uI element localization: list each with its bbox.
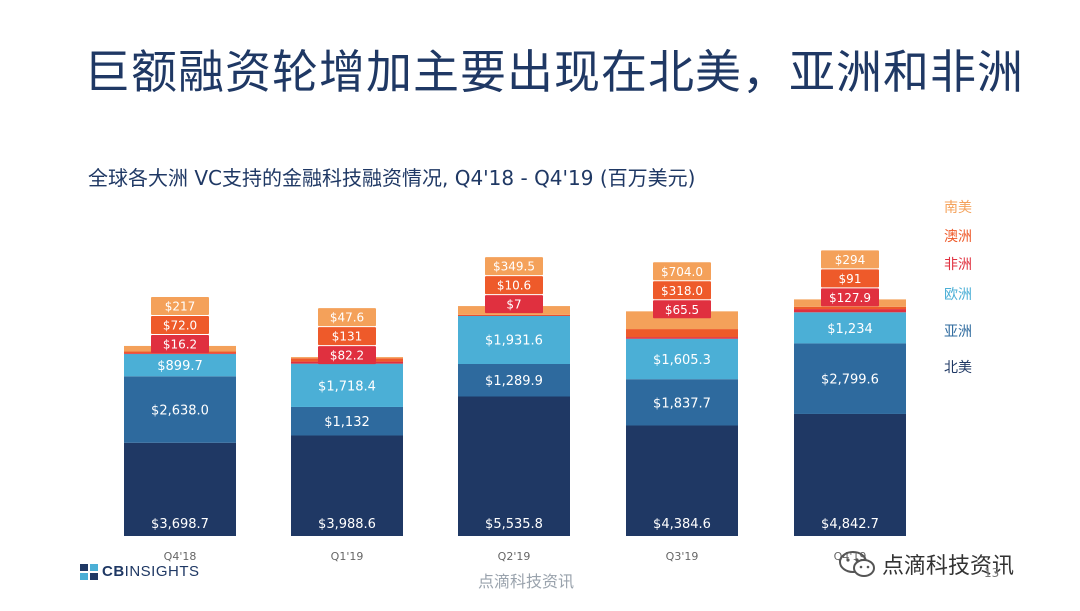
data-label-south-america-0: $217 [165,300,196,314]
bar-north-america-2 [458,396,570,536]
legend-entry-north-america: 北美 [944,360,972,376]
callout-box-africa-2 [485,295,543,314]
callout-box-south-america-3 [653,262,711,281]
callout-box-australia-4 [821,269,879,288]
bar-asia-0 [124,376,236,443]
bar-europe-4 [794,312,906,344]
x-tick-label-3: Q3'19 [666,550,699,563]
data-label-north-america-4: $4,842.7 [821,517,879,532]
bar-asia-2 [458,363,570,397]
data-label-europe-0: $899.7 [157,359,203,374]
bar-europe-0 [124,353,236,377]
data-label-asia-4: $2,799.6 [821,373,879,388]
data-label-north-america-1: $3,988.6 [318,517,376,532]
data-label-australia-0: $72.0 [163,319,197,333]
cbinsights-logo-text: CBINSIGHTS [102,563,200,580]
chart-title: 全球各大洲 VC支持的金融科技融资情况, Q4'18 - Q4'19 (百万美元… [88,166,696,190]
data-label-asia-0: $2,638.0 [151,404,209,419]
callout-box-australia-1 [318,327,376,346]
callout-box-australia-0 [151,316,209,334]
data-label-south-america-2: $349.5 [493,260,535,274]
bar-australia-4 [794,306,906,310]
callout-box-south-america-1 [318,308,376,327]
data-label-europe-1: $1,718.4 [318,379,376,394]
data-label-europe-4: $1,234 [827,322,873,337]
callout-box-australia-3 [653,281,711,300]
x-tick-label-1: Q1'19 [331,550,364,563]
data-label-europe-3: $1,605.3 [653,353,711,368]
wechat-badge: 点滴科技资讯 [838,548,1014,580]
bar-europe-1 [291,363,403,407]
legend-entry-europe: 欧洲 [944,287,972,303]
data-label-europe-2: $1,931.6 [485,334,543,349]
legend-entry-south-america: 南美 [944,200,972,216]
callout-box-africa-1 [318,346,376,365]
data-label-africa-2: $7 [506,298,521,312]
callout-box-south-america-0 [151,297,209,315]
data-label-south-america-4: $294 [835,253,866,267]
footer-watermark: 点滴科技资讯 [478,572,575,591]
bar-europe-2 [458,315,570,364]
data-label-australia-1: $131 [332,330,363,344]
wechat-icon [839,551,875,577]
bar-north-america-3 [626,425,738,536]
callout-box-africa-3 [653,300,711,319]
bar-africa-0 [124,353,236,355]
callout-box-south-america-4 [821,250,879,269]
bar-africa-4 [794,309,906,313]
bar-australia-2 [458,314,570,316]
bar-north-america-4 [794,413,906,536]
data-label-australia-2: $10.6 [497,279,531,293]
bar-asia-4 [794,343,906,414]
data-label-north-america-2: $5,535.8 [485,517,543,532]
cbinsights-logo: CBINSIGHTS [80,563,200,580]
data-label-australia-3: $318.0 [661,284,703,298]
bar-asia-3 [626,379,738,426]
x-tick-label-0: Q4'18 [164,550,197,563]
data-label-north-america-3: $4,384.6 [653,517,711,532]
legend-entry-australia: 澳洲 [944,229,972,245]
x-tick-label-2: Q2'19 [498,550,531,563]
bar-asia-1 [291,406,403,436]
slide-title: 巨额融资轮增加主要出现在北美，亚洲和非洲 [84,45,1024,99]
bar-africa-3 [626,337,738,339]
cbinsights-logo-mark [80,563,98,580]
data-label-asia-1: $1,132 [324,415,370,430]
callout-box-australia-2 [485,276,543,295]
data-label-africa-4: $127.9 [829,291,871,305]
callout-box-africa-4 [821,288,879,307]
data-label-africa-3: $65.5 [665,303,699,317]
page-number: 13 [984,566,1000,580]
callout-box-africa-0 [151,335,209,353]
legend-entry-asia: 亚洲 [944,324,972,340]
bar-north-america-1 [291,435,403,536]
data-label-australia-4: $91 [839,272,862,286]
bar-europe-3 [626,338,738,380]
data-label-africa-1: $82.2 [330,349,364,363]
callout-box-south-america-2 [485,257,543,276]
bar-australia-3 [626,329,738,338]
data-label-south-america-3: $704.0 [661,265,703,279]
data-label-asia-2: $1,289.9 [485,374,543,389]
legend-entry-africa: 非洲 [944,257,972,273]
bar-north-america-0 [124,442,236,536]
data-label-north-america-0: $3,698.7 [151,517,209,532]
wechat-account-name: 点滴科技资讯 [882,554,1015,579]
data-label-africa-0: $16.2 [163,338,197,352]
data-label-asia-3: $1,837.7 [653,396,711,411]
data-label-south-america-1: $47.6 [330,311,364,325]
